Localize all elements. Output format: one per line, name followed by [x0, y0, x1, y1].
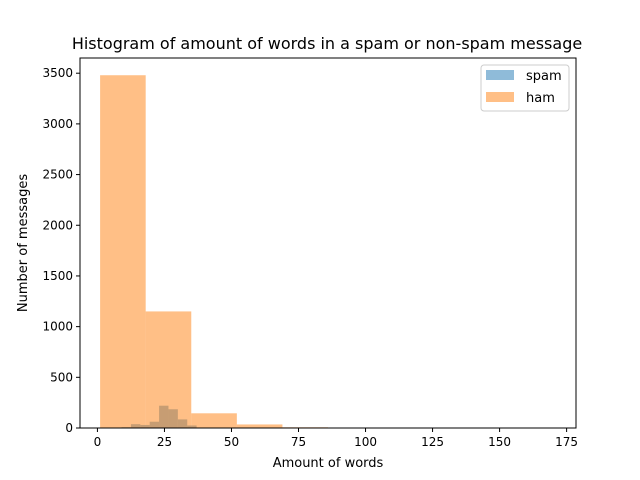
bar-ham-2 [191, 413, 237, 428]
legend-label-ham: ham [526, 91, 555, 106]
x-axis-label: Amount of words [273, 456, 384, 471]
x-tick-label: 100 [354, 435, 377, 449]
x-tick-label: 125 [421, 435, 444, 449]
y-tick-label: 3500 [42, 66, 73, 80]
y-tick-label: 1000 [42, 320, 73, 334]
x-tick-label: 175 [555, 435, 578, 449]
bar-ham-3 [236, 424, 283, 428]
legend-label-spam: spam [526, 69, 562, 84]
chart-title: Histogram of amount of words in a spam o… [72, 34, 582, 53]
y-axis-label: Number of messages [16, 174, 31, 312]
plot-frame [79, 57, 577, 429]
y-tick-label: 0 [65, 421, 73, 435]
y-tick-label: 1500 [42, 269, 73, 283]
x-tick-label: 50 [224, 435, 239, 449]
legend: spam ham [480, 64, 570, 112]
x-tick-label: 0 [94, 435, 102, 449]
y-tick-label: 3000 [42, 117, 73, 131]
y-tick-label: 2000 [42, 218, 73, 232]
legend-swatch-spam [486, 70, 514, 80]
bar-ham-0 [100, 75, 146, 428]
x-axis-ticks: 0 25 50 75 100 125 150 175 [94, 428, 578, 449]
y-tick-label: 2500 [42, 168, 73, 182]
x-tick-label: 75 [291, 435, 306, 449]
x-tick-label: 150 [488, 435, 511, 449]
x-tick-label: 25 [157, 435, 172, 449]
y-axis-ticks: 0 500 1000 1500 2000 2500 3000 3500 [42, 66, 80, 435]
y-tick-label: 500 [50, 370, 73, 384]
legend-swatch-ham [486, 92, 514, 102]
bars-layer [100, 75, 556, 428]
bar-ham-1 [145, 311, 192, 428]
